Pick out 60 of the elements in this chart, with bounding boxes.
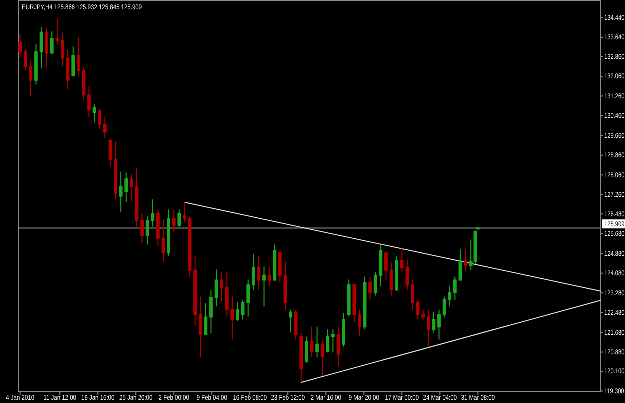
candlestick	[336, 326, 340, 368]
candlestick	[257, 256, 261, 290]
candlestick	[76, 37, 80, 78]
candlestick	[66, 49, 70, 90]
candlestick	[140, 213, 144, 244]
candlestick	[220, 272, 224, 303]
candlestick	[352, 283, 356, 324]
candlestick	[268, 266, 272, 288]
candlestick	[114, 140, 118, 200]
candlestick	[214, 269, 218, 308]
candlestick	[50, 31, 54, 56]
candlestick	[273, 244, 277, 282]
candlestick	[198, 296, 202, 358]
candlestick	[167, 209, 171, 258]
candlestick	[72, 46, 76, 78]
candlestick	[210, 289, 213, 334]
candlestick	[183, 202, 186, 223]
candlestick	[103, 116, 107, 139]
candlestick	[40, 26, 44, 69]
candlestick	[45, 28, 49, 68]
candlestick	[162, 219, 166, 262]
candlestick	[194, 256, 198, 327]
candlestick	[278, 252, 282, 284]
candlestick	[236, 302, 240, 322]
candlestick	[300, 332, 304, 384]
candlestick	[368, 276, 372, 300]
candlestick	[92, 104, 96, 124]
candlestick	[98, 109, 102, 130]
candlestick	[422, 309, 426, 320]
candlestick	[395, 256, 399, 292]
candlestick	[172, 209, 176, 234]
candlestick	[432, 311, 436, 334]
candlestick	[464, 249, 468, 272]
candlestick	[18, 34, 22, 58]
candlestick	[316, 326, 319, 358]
candlestick	[320, 339, 324, 377]
candlestick	[130, 174, 134, 202]
candlestick	[453, 276, 457, 300]
candlestick	[56, 19, 60, 46]
candlestick	[34, 44, 38, 86]
candlestick	[342, 312, 346, 348]
candlestick	[294, 309, 298, 340]
candlestick	[289, 309, 292, 334]
candlestick	[438, 309, 441, 340]
candlestick	[61, 32, 64, 68]
candlestick	[326, 329, 330, 354]
candlestick	[88, 86, 91, 118]
candlestick	[411, 279, 414, 310]
candlestick	[332, 329, 335, 354]
candlestick	[156, 209, 160, 248]
candlestick	[178, 209, 182, 228]
candlestick	[358, 309, 362, 338]
candlestick	[204, 302, 208, 336]
candlestick	[384, 252, 388, 280]
candlestick	[347, 279, 351, 318]
candlestick	[262, 266, 266, 308]
candlestick	[426, 309, 430, 348]
candlestick	[304, 336, 308, 364]
candlestick	[310, 326, 314, 358]
candlestick	[252, 254, 256, 291]
